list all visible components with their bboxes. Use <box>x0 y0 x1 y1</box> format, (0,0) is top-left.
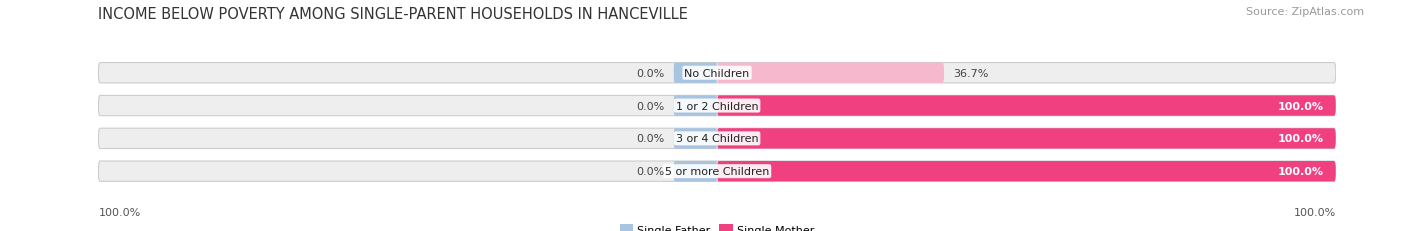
Text: 100.0%: 100.0% <box>98 207 141 218</box>
Text: 5 or more Children: 5 or more Children <box>665 167 769 176</box>
FancyBboxPatch shape <box>98 96 1336 116</box>
Text: Source: ZipAtlas.com: Source: ZipAtlas.com <box>1246 7 1364 17</box>
FancyBboxPatch shape <box>717 63 943 84</box>
Text: 0.0%: 0.0% <box>637 167 665 176</box>
Text: No Children: No Children <box>685 68 749 78</box>
Text: 0.0%: 0.0% <box>637 134 665 144</box>
Text: 3 or 4 Children: 3 or 4 Children <box>676 134 758 144</box>
Text: 0.0%: 0.0% <box>637 101 665 111</box>
FancyBboxPatch shape <box>98 63 1336 84</box>
FancyBboxPatch shape <box>673 96 717 116</box>
FancyBboxPatch shape <box>98 129 1336 149</box>
Text: 100.0%: 100.0% <box>1277 134 1323 144</box>
FancyBboxPatch shape <box>717 96 1336 116</box>
FancyBboxPatch shape <box>673 129 717 149</box>
Legend: Single Father, Single Mother: Single Father, Single Mother <box>620 224 814 231</box>
FancyBboxPatch shape <box>717 161 1336 182</box>
FancyBboxPatch shape <box>673 63 717 84</box>
Text: INCOME BELOW POVERTY AMONG SINGLE-PARENT HOUSEHOLDS IN HANCEVILLE: INCOME BELOW POVERTY AMONG SINGLE-PARENT… <box>98 7 689 22</box>
Text: 100.0%: 100.0% <box>1277 167 1323 176</box>
FancyBboxPatch shape <box>673 161 717 182</box>
Text: 36.7%: 36.7% <box>953 68 988 78</box>
FancyBboxPatch shape <box>717 129 1336 149</box>
FancyBboxPatch shape <box>98 161 1336 182</box>
Text: 100.0%: 100.0% <box>1294 207 1336 218</box>
Text: 100.0%: 100.0% <box>1277 101 1323 111</box>
Text: 1 or 2 Children: 1 or 2 Children <box>676 101 758 111</box>
Text: 0.0%: 0.0% <box>637 68 665 78</box>
